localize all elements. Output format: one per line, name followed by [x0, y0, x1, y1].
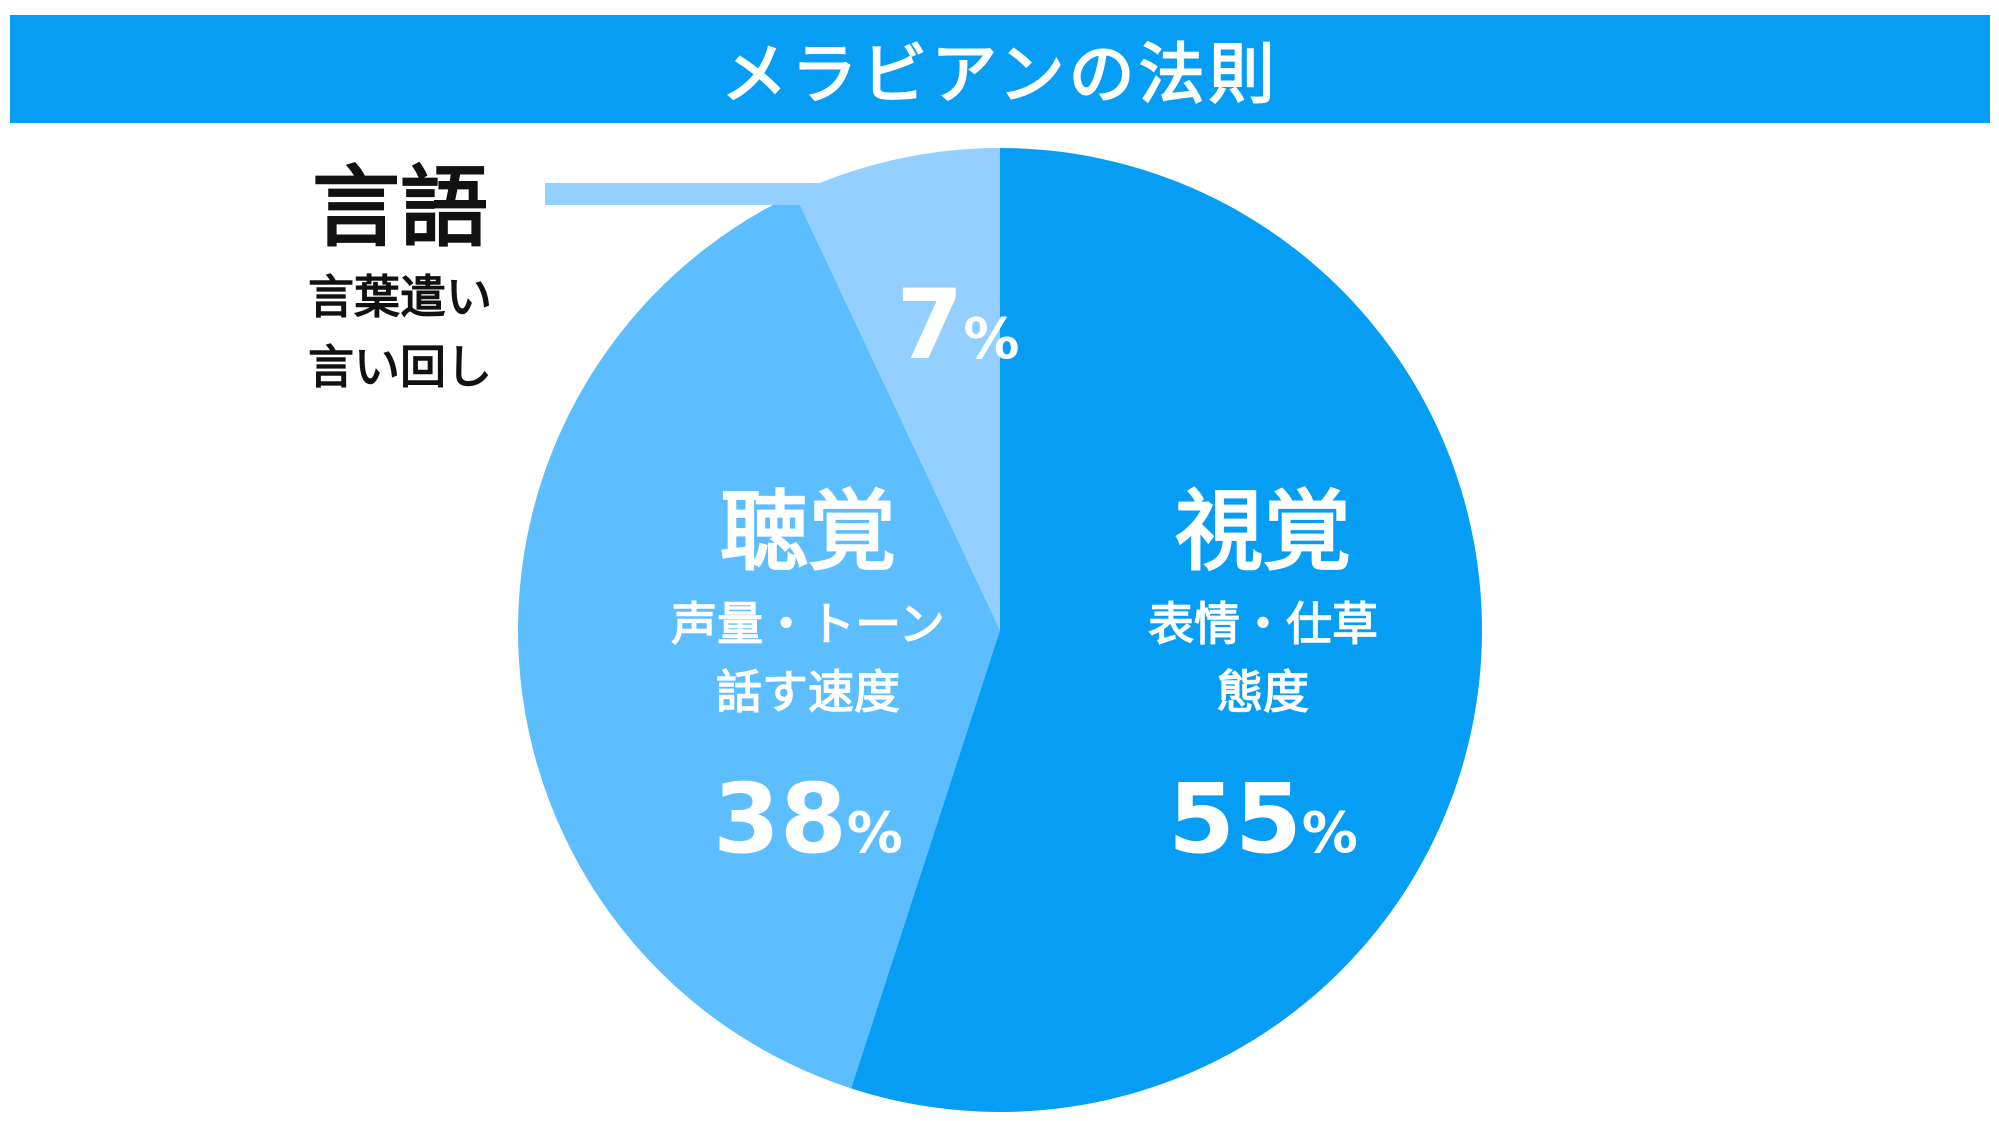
slice-value-number-verbal: 7 — [897, 269, 964, 381]
slice-label-visual: 視覚 — [1175, 480, 1351, 583]
slice-label-auditory: 聴覚 — [720, 480, 896, 583]
slice-value-verbal: 7% — [897, 269, 1020, 381]
slice-value-auditory: 38% — [713, 763, 903, 875]
slice-description-auditory: 話す速度 — [716, 665, 900, 719]
slice-value-unit-auditory: % — [847, 801, 903, 866]
slice-description-verbal: 言葉遣い — [308, 270, 492, 324]
slice-description-visual: 表情・仕草 — [1148, 597, 1378, 651]
slice-value-unit-visual: % — [1302, 801, 1358, 866]
chart-title: メラビアンの法則 — [721, 36, 1279, 113]
pie-slice-visual — [851, 148, 1482, 1112]
pie-slice-verbal — [794, 148, 1000, 630]
slice-value-number-visual: 55 — [1168, 763, 1302, 875]
slice-value-visual: 55% — [1168, 763, 1358, 875]
leader-band-verbal — [545, 183, 820, 205]
slice-description-verbal: 言い回し — [308, 340, 492, 394]
slice-label-verbal: 言語 — [312, 156, 488, 259]
slice-description-visual: 態度 — [1217, 665, 1309, 719]
slice-description-auditory: 声量・トーン — [671, 597, 945, 651]
slice-value-number-auditory: 38 — [713, 763, 847, 875]
pie-slice-auditory — [517, 193, 1000, 1089]
title-banner: メラビアンの法則 — [10, 15, 1990, 123]
slice-value-unit-verbal: % — [963, 307, 1019, 372]
